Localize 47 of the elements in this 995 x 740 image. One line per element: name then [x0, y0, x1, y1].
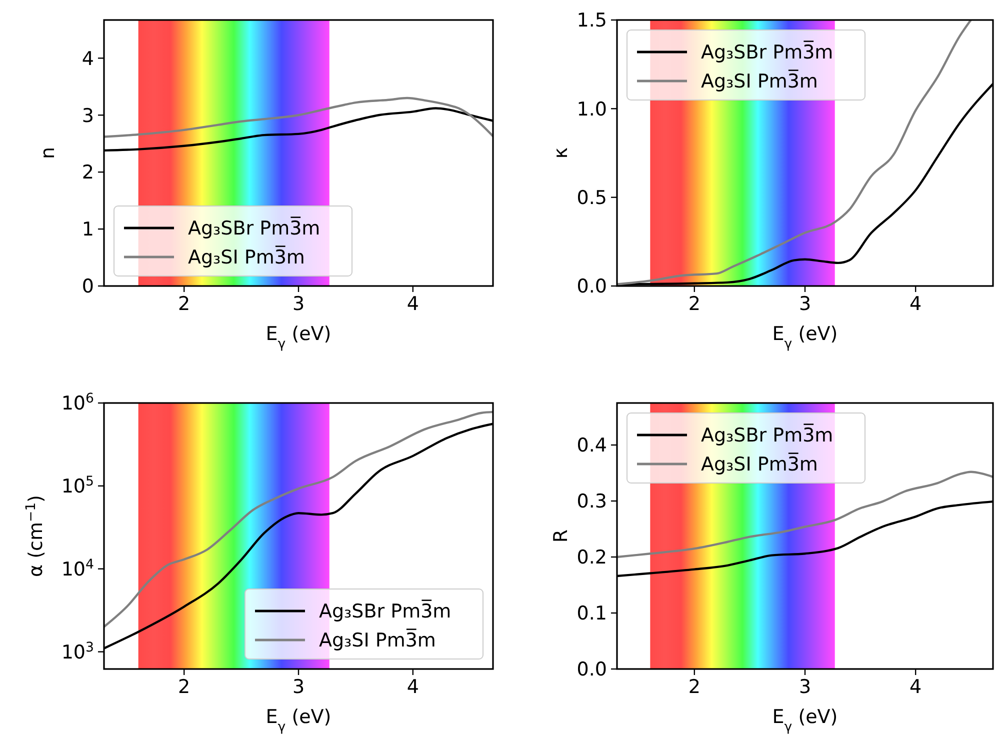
- x-tick-label: 4: [406, 293, 419, 315]
- y-tick-label: 4: [82, 48, 94, 70]
- y-tick-label: 0.0: [576, 276, 607, 298]
- y-tick-label: 1.5: [576, 10, 607, 32]
- y-tick-label: 10$^{4}$: [61, 557, 94, 581]
- legend-label: Ag₃SI Pm3̅m: [188, 245, 305, 269]
- x-tick-label: 2: [178, 293, 190, 315]
- line-series: [104, 96, 493, 138]
- line-series: [617, 20, 972, 286]
- x-tick-label: 3: [292, 676, 305, 698]
- x-tick-label: 2: [688, 293, 700, 315]
- x-tick-label: 4: [910, 293, 922, 315]
- x-tick-label: 2: [688, 676, 700, 698]
- x-axis-title: E$_{γ}$ (eV): [266, 323, 332, 352]
- x-axis-title: E$_{γ}$ (eV): [266, 706, 332, 734]
- y-tick-label: 1: [82, 218, 94, 241]
- legend-label: Ag₃SI Pm3̅m: [319, 628, 436, 652]
- x-tick-label: 4: [406, 676, 419, 698]
- y-axis-title: κ: [550, 147, 572, 159]
- y-tick-label: 10$^{6}$: [61, 391, 94, 415]
- y-tick-label: 0: [82, 276, 94, 298]
- y-tick-label: 1.0: [576, 98, 607, 120]
- y-tick-label: 0.0: [576, 658, 607, 681]
- x-axis-title: E$_{γ}$ (eV): [772, 706, 838, 734]
- y-tick-label: 0.4: [576, 434, 607, 457]
- y-axis-title: R: [550, 529, 572, 543]
- legend-label: Ag₃SBr Pm3̅m: [701, 423, 834, 447]
- x-tick-label: 3: [798, 676, 812, 698]
- y-tick-label: 0.1: [576, 602, 607, 625]
- x-tick-label: 4: [910, 676, 922, 698]
- y-tick-label: 10$^{3}$: [61, 640, 94, 664]
- legend-label: Ag₃SBr Pm3̅m: [701, 40, 834, 64]
- legend-label: Ag₃SBr Pm3̅m: [319, 599, 452, 623]
- legend-label: Ag₃SBr Pm3̅m: [188, 216, 320, 240]
- legend-label: Ag₃SI Pm3̅m: [701, 452, 818, 476]
- y-tick-label: 0.2: [576, 546, 607, 569]
- y-axis-title: n: [37, 146, 59, 160]
- x-tick-label: 3: [292, 293, 305, 315]
- y-tick-label: 3: [82, 104, 94, 127]
- legend-label: Ag₃SI Pm3̅m: [701, 69, 818, 93]
- y-tick-label: 0.3: [576, 490, 607, 513]
- x-axis-title: E$_{γ}$ (eV): [772, 323, 838, 352]
- y-tick-label: 10$^{5}$: [61, 474, 94, 498]
- x-tick-label: 3: [798, 293, 812, 315]
- y-tick-label: 0.5: [576, 186, 607, 209]
- y-tick-label: 2: [82, 162, 94, 184]
- x-tick-label: 2: [178, 676, 190, 698]
